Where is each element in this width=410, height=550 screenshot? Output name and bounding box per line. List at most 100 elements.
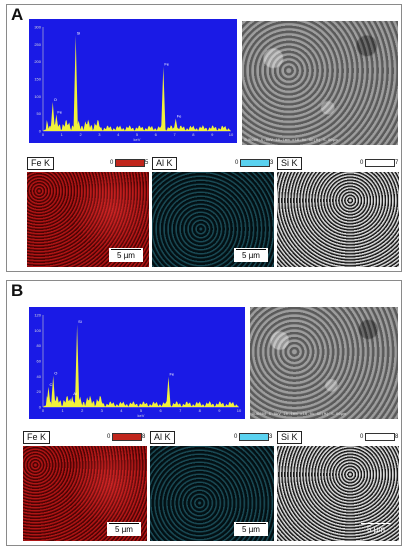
peak-label: O bbox=[54, 97, 57, 102]
scale-label: 5 µm bbox=[242, 525, 260, 534]
x-tick-label: 3 bbox=[101, 408, 104, 413]
sem-caption: SU6600 5.0kV 10.1mm x10.0k SE(M) 5.00µm bbox=[252, 413, 346, 417]
x-tick-label: 2 bbox=[79, 132, 82, 137]
map-scale-max: 7 bbox=[395, 160, 399, 166]
map-element-label: Fe K bbox=[27, 157, 55, 170]
spectrum-peak bbox=[73, 35, 78, 131]
x-tick-label: 4 bbox=[120, 408, 123, 413]
x-tick-label: 4 bbox=[117, 132, 120, 137]
scale-label: 5 µm bbox=[115, 525, 133, 534]
x-tick-label: 5 bbox=[136, 132, 139, 137]
map-scale-min: 0 bbox=[360, 434, 364, 440]
scale-line bbox=[109, 523, 139, 524]
x-tick-label: 7 bbox=[173, 132, 176, 137]
map-element-label: Si K bbox=[277, 431, 302, 444]
x-tick-label: 9 bbox=[218, 408, 221, 413]
map-scale-bar bbox=[240, 159, 270, 167]
spectrum-peak bbox=[74, 324, 80, 407]
scale-label: 5 µm bbox=[367, 525, 385, 534]
scale-bar: 5 µm bbox=[359, 522, 393, 536]
map-header-fe: Fe K 0 8 bbox=[23, 431, 147, 444]
x-unit-label: keV bbox=[138, 413, 145, 418]
map-scale-bar bbox=[239, 433, 269, 441]
map-header-si: Si K 0 8 bbox=[277, 431, 399, 444]
map-scale-min: 0 bbox=[234, 434, 238, 440]
peak-label: Fe bbox=[57, 109, 62, 114]
y-tick-label: 40 bbox=[37, 374, 42, 379]
scale-bar: 5 µm bbox=[109, 248, 143, 262]
map-scale-min: 0 bbox=[107, 434, 111, 440]
map-header-al: Al K 0 3 bbox=[152, 157, 274, 170]
map-si: 5 µm bbox=[277, 446, 399, 541]
scale-bar: 5 µm bbox=[234, 248, 268, 262]
eds-spectrum: 300 250 200 150 100 50 0 0 1 2 3 4 5 6 7 8 9 10 keV O Fe Si Fe… bbox=[29, 19, 237, 143]
map-element-label: Al K bbox=[152, 157, 177, 170]
peak-label: C bbox=[49, 382, 52, 387]
peak-label: Fe bbox=[164, 62, 169, 67]
y-tick-label: 300 bbox=[34, 25, 41, 30]
peak-label: Fe bbox=[169, 372, 174, 377]
y-tick-label: 60 bbox=[37, 359, 42, 364]
map-scale-max: 3 bbox=[270, 160, 274, 166]
scale-label: 5 µm bbox=[117, 251, 135, 260]
x-tick-label: 9 bbox=[211, 132, 214, 137]
eds-spectrum: 120 100 80 60 40 20 0 0 1 2 3 4 5 6 7 8 9 10 keV C O Si Al Fe bbox=[29, 307, 245, 419]
map-al: 5 µm bbox=[150, 446, 274, 541]
map-element-label: Si K bbox=[277, 157, 302, 170]
y-tick-label: 150 bbox=[34, 77, 41, 82]
map-scale-bar bbox=[112, 433, 142, 441]
map-scale-max: 5 bbox=[145, 160, 149, 166]
map-scale-min: 0 bbox=[360, 160, 364, 166]
y-tick-label: 0 bbox=[39, 405, 42, 410]
x-tick-label: 10 bbox=[237, 408, 242, 413]
x-tick-label: 7 bbox=[179, 408, 182, 413]
scale-bar: 5 µm bbox=[234, 522, 268, 536]
map-header-fe: Fe K 0 5 bbox=[27, 157, 149, 170]
y-tick-label: 100 bbox=[34, 328, 41, 333]
y-tick-label: 200 bbox=[34, 59, 41, 64]
sem-image: SU6600 5.0kV 10.1mm x10.0k SE(M) 5.00µm bbox=[250, 307, 398, 419]
spectrum-peak bbox=[54, 114, 59, 131]
panel-b: B 120 100 80 60 40 20 0 0 1 2 3 4 5 6 7 8 9 10 keV C O Si Al Fe… bbox=[6, 280, 402, 546]
map-scale-max: 3 bbox=[269, 434, 273, 440]
peak-label: Al bbox=[73, 391, 77, 396]
panel-label: A bbox=[11, 5, 24, 24]
x-unit-label: keV bbox=[134, 137, 141, 142]
map-header-si: Si K 0 7 bbox=[277, 157, 399, 170]
panel-a: A 300 250 200 150 100 50 0 0 1 2 3 4 5 6 7 8 9 10 keV O Fe Si… bbox=[6, 4, 402, 272]
map-fe: 5 µm bbox=[23, 446, 147, 541]
map-element-label: Fe K bbox=[23, 431, 51, 444]
map-header-al: Al K 0 3 bbox=[150, 431, 274, 444]
spectrum-baseline bbox=[43, 395, 239, 407]
peak-label: Fe bbox=[177, 114, 182, 119]
map-al: 5 µm bbox=[152, 172, 274, 267]
map-si bbox=[277, 172, 399, 267]
scale-label: 5 µm bbox=[242, 251, 260, 260]
y-tick-label: 20 bbox=[37, 389, 42, 394]
spectrum-peak bbox=[70, 395, 75, 407]
map-scale-max: 8 bbox=[142, 434, 146, 440]
panel-label: B bbox=[11, 281, 24, 300]
x-tick-label: 0 bbox=[42, 408, 45, 413]
spectrum-peak bbox=[173, 118, 178, 131]
map-element-label: Al K bbox=[150, 431, 175, 444]
map-scale-bar bbox=[365, 159, 395, 167]
sem-image: SU6600 5.0kV 10.1mm x10.0k SE(M) 5.00µm bbox=[242, 21, 398, 145]
x-tick-label: 1 bbox=[61, 408, 64, 413]
y-tick-label: 0 bbox=[39, 129, 42, 134]
x-tick-label: 5 bbox=[140, 408, 143, 413]
spectrum-peak bbox=[166, 376, 171, 407]
sem-micrograph bbox=[250, 307, 398, 419]
x-tick-label: 10 bbox=[229, 132, 234, 137]
scale-line bbox=[111, 249, 141, 250]
y-tick-label: 120 bbox=[34, 313, 41, 318]
x-tick-label: 3 bbox=[98, 132, 101, 137]
map-scale-bar bbox=[115, 159, 145, 167]
scale-bar: 5 µm bbox=[107, 522, 141, 536]
peak-label: Si bbox=[78, 319, 82, 324]
x-tick-label: 6 bbox=[159, 408, 162, 413]
y-tick-label: 100 bbox=[34, 94, 41, 99]
y-tick-label: 80 bbox=[37, 343, 42, 348]
spectrum-peak bbox=[46, 386, 51, 407]
